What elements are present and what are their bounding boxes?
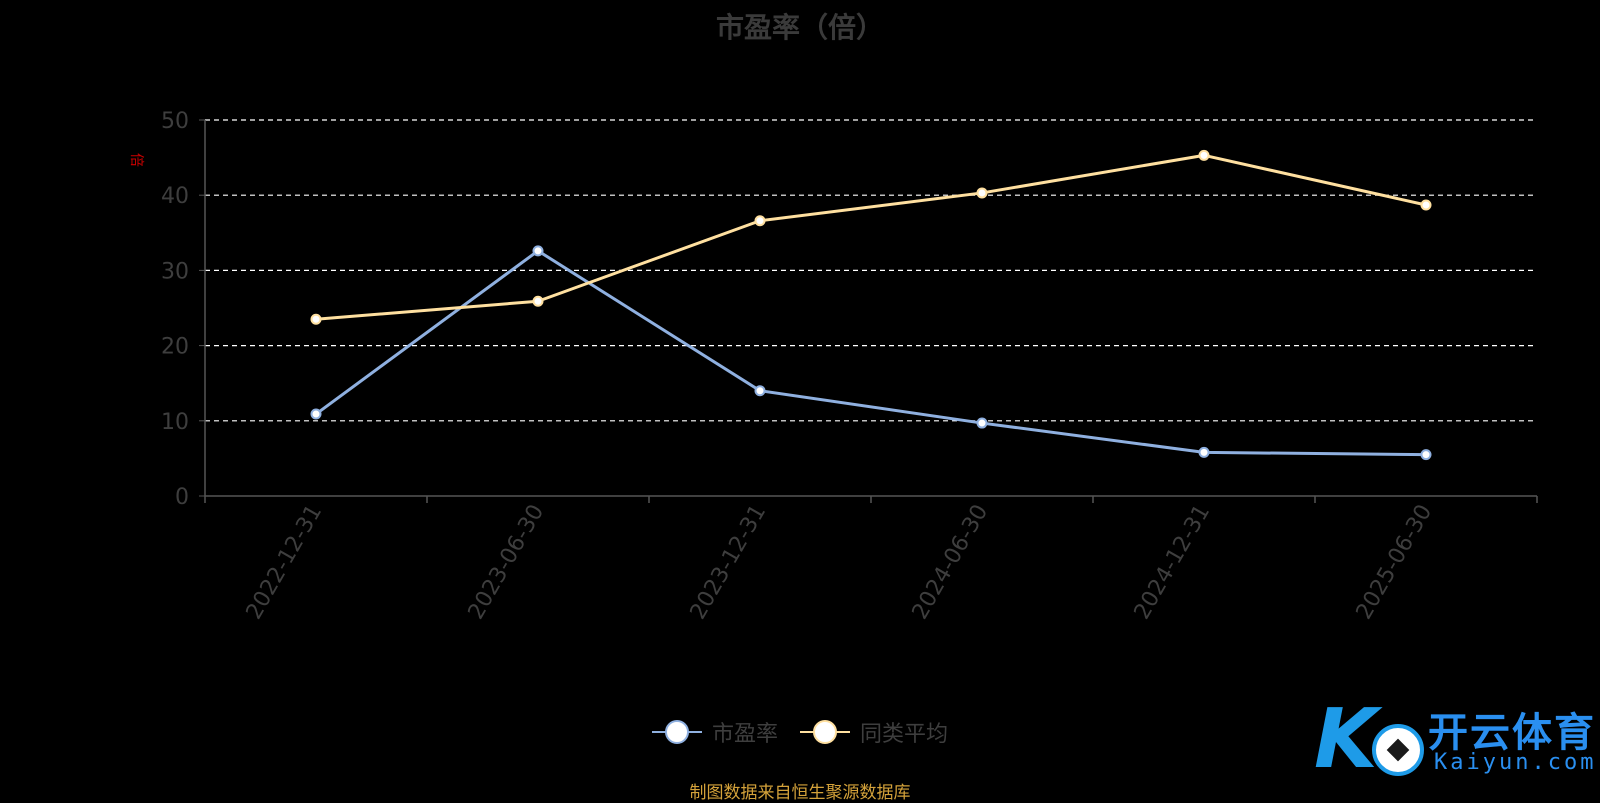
soccer-ball-icon xyxy=(1372,724,1424,776)
axes xyxy=(199,119,1538,503)
data-point-0 xyxy=(1420,449,1432,461)
data-point-0 xyxy=(310,408,322,420)
x-tick-label: 2023-06-30 xyxy=(464,501,550,624)
data-point-1 xyxy=(310,313,322,325)
series-line-1 xyxy=(315,153,1427,321)
legend-peer-dot xyxy=(813,720,837,744)
watermark-k-mark: K xyxy=(1314,692,1378,787)
legend-peer-label: 同类平均 xyxy=(860,722,949,747)
y-tick-label: 0 xyxy=(175,485,189,510)
legend-item-pe[interactable]: 市盈率 xyxy=(651,716,778,748)
data-point-1 xyxy=(1420,199,1432,211)
y-tick-label: 50 xyxy=(161,109,189,134)
data-point-0 xyxy=(754,385,766,397)
y-tick-label: 10 xyxy=(161,410,189,435)
data-point-1 xyxy=(1198,149,1210,161)
series-lines xyxy=(310,149,1432,461)
chart-title: 市盈率（倍） xyxy=(715,11,884,44)
x-tick-label: 2025-06-30 xyxy=(1352,501,1438,624)
x-tick-label: 2022-12-31 xyxy=(242,501,328,624)
data-point-1 xyxy=(976,187,988,199)
legend-pe-label: 市盈率 xyxy=(711,722,778,747)
x-tick-label: 2024-12-31 xyxy=(1130,501,1216,624)
y-tick-label: 30 xyxy=(161,259,189,284)
tick-labels: 0 10 20 30 40 50 2022-12-31 2023-06-30 2023-12-3… xyxy=(161,109,1437,624)
y-tick-label: 20 xyxy=(161,335,189,360)
legend-pe-symbol xyxy=(651,720,702,744)
legend: 市盈率 同类平均 xyxy=(0,716,1600,748)
source-note: 制图数据来自恒生聚源数据库 xyxy=(689,783,911,803)
data-point-0 xyxy=(976,417,988,429)
x-tick-label: 2024-06-30 xyxy=(908,501,994,624)
legend-pe-dot xyxy=(664,720,689,744)
legend-peer-symbol xyxy=(800,720,850,744)
legend-item-peer-average[interactable]: 同类平均 xyxy=(800,716,948,748)
watermark-name: 开云体育 xyxy=(1428,710,1596,756)
series-line-0 xyxy=(315,249,1427,457)
grid-lines xyxy=(205,119,1537,422)
data-point-1 xyxy=(532,295,544,307)
watermark-logo: K 开云体育 Kaiyun.com xyxy=(1310,696,1600,796)
data-point-0 xyxy=(532,245,544,257)
y-tick-label: 40 xyxy=(161,184,189,209)
x-tick-label: 2023-12-31 xyxy=(686,501,772,624)
watermark-domain: Kaiyun.com xyxy=(1434,750,1597,775)
data-point-1 xyxy=(754,215,766,227)
data-point-0 xyxy=(1198,446,1210,458)
